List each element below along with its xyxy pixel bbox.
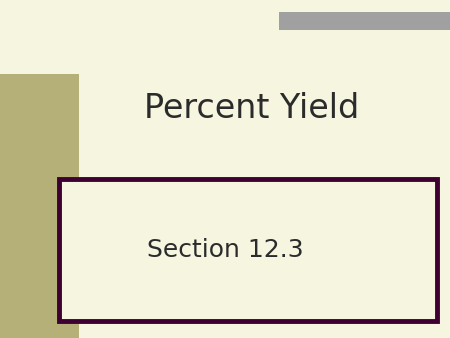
Text: Section 12.3: Section 12.3 bbox=[147, 238, 303, 262]
FancyBboxPatch shape bbox=[0, 74, 79, 338]
Text: Percent Yield: Percent Yield bbox=[144, 92, 359, 125]
FancyBboxPatch shape bbox=[279, 12, 450, 30]
FancyBboxPatch shape bbox=[58, 179, 436, 321]
